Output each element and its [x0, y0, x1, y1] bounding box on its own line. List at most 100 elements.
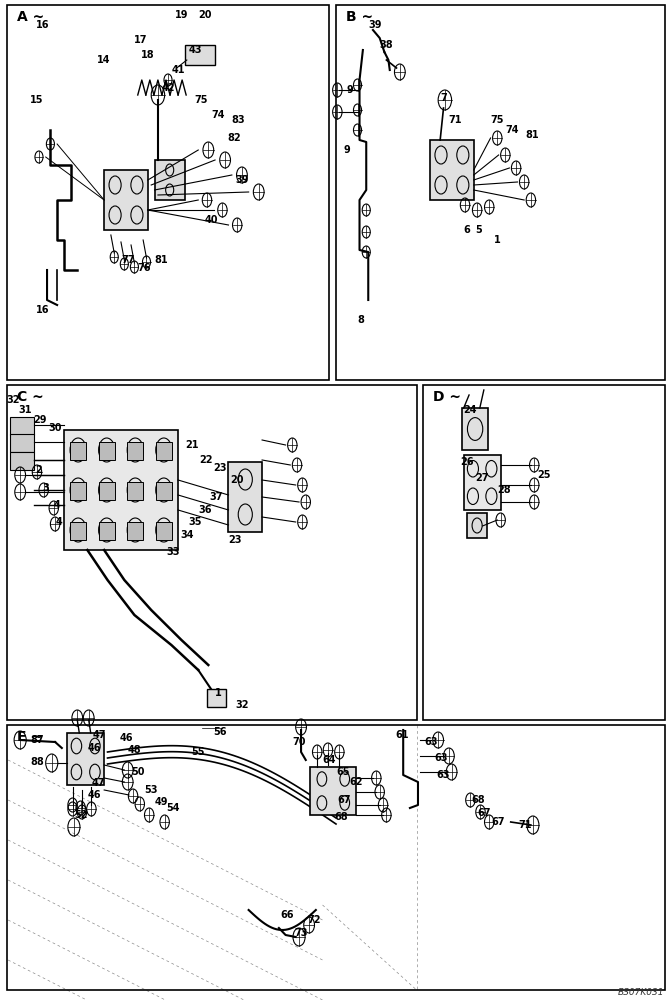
Text: 43: 43	[188, 45, 202, 55]
Bar	[70, 482, 86, 500]
Text: 71: 71	[449, 115, 462, 125]
Text: 1: 1	[494, 235, 501, 245]
Text: 68: 68	[335, 812, 348, 822]
Text: 18: 18	[141, 50, 155, 60]
Text: C ~: C ~	[17, 390, 44, 404]
Text: 61: 61	[395, 730, 409, 740]
Text: 67: 67	[337, 795, 351, 805]
Text: 74: 74	[505, 125, 519, 135]
Text: 21: 21	[185, 440, 198, 450]
Text: 63: 63	[435, 753, 448, 763]
Bar	[336, 5, 665, 380]
Text: 87: 87	[30, 735, 44, 745]
Text: 66: 66	[281, 910, 294, 920]
Text: 5: 5	[475, 225, 482, 235]
Text: 23: 23	[213, 463, 226, 473]
Text: 4: 4	[56, 517, 62, 527]
Bar	[127, 522, 143, 540]
Text: 37: 37	[210, 492, 223, 502]
Text: 16: 16	[36, 305, 49, 315]
Text: 62: 62	[349, 777, 363, 787]
Text: 23: 23	[228, 535, 242, 545]
Text: 50: 50	[131, 767, 144, 777]
Bar	[156, 522, 172, 540]
Bar	[70, 442, 86, 460]
Bar	[7, 725, 665, 990]
Bar	[64, 430, 178, 550]
Bar	[127, 442, 143, 460]
Bar	[7, 385, 417, 720]
Text: 25: 25	[538, 470, 551, 480]
Bar	[104, 170, 148, 230]
Bar	[464, 455, 501, 510]
Text: 56: 56	[214, 727, 227, 737]
Text: 55: 55	[192, 747, 205, 757]
Text: 46: 46	[87, 790, 101, 800]
Bar	[228, 462, 262, 532]
Text: 42: 42	[161, 83, 175, 93]
Text: 28: 28	[497, 485, 511, 495]
Text: 82: 82	[227, 133, 241, 143]
Text: 17: 17	[134, 35, 148, 45]
Bar	[10, 417, 34, 435]
Text: 46: 46	[87, 743, 101, 753]
Text: 3: 3	[42, 483, 49, 493]
Bar	[67, 733, 104, 785]
Text: D ~: D ~	[433, 390, 462, 404]
Bar	[10, 452, 34, 470]
Bar	[310, 767, 356, 815]
Bar	[70, 522, 86, 540]
Text: 81: 81	[526, 130, 539, 140]
Bar	[423, 385, 665, 720]
Text: 8: 8	[358, 315, 364, 325]
Text: 36: 36	[198, 505, 212, 515]
Text: 16: 16	[36, 20, 49, 30]
Text: 9: 9	[346, 85, 353, 95]
Text: 29: 29	[34, 415, 47, 425]
Text: 88: 88	[30, 757, 44, 767]
Text: 76: 76	[138, 263, 151, 273]
Text: 15: 15	[30, 95, 44, 105]
Text: 26: 26	[460, 457, 474, 467]
Text: 65: 65	[336, 767, 349, 777]
Text: B ~: B ~	[346, 10, 373, 24]
Text: 74: 74	[212, 110, 225, 120]
Bar	[99, 482, 115, 500]
Bar	[99, 442, 115, 460]
Bar	[99, 522, 115, 540]
Text: 39: 39	[368, 20, 382, 30]
Bar	[156, 482, 172, 500]
Text: 27: 27	[476, 473, 489, 483]
Text: 6: 6	[464, 225, 470, 235]
Bar	[156, 442, 172, 460]
Bar	[185, 45, 215, 65]
Text: 39: 39	[235, 175, 249, 185]
Text: 35: 35	[188, 517, 202, 527]
Text: 52: 52	[74, 810, 87, 820]
Bar	[10, 434, 34, 452]
Text: 72: 72	[308, 915, 321, 925]
Text: 71: 71	[519, 820, 532, 830]
Text: 22: 22	[200, 455, 213, 465]
Text: 34: 34	[180, 530, 194, 540]
Text: 14: 14	[97, 55, 111, 65]
Text: 63: 63	[425, 737, 438, 747]
Text: 40: 40	[205, 215, 218, 225]
Bar	[462, 408, 488, 450]
Bar	[207, 689, 226, 707]
Text: 4: 4	[54, 500, 60, 510]
Text: 33: 33	[167, 547, 180, 557]
Text: 20: 20	[198, 10, 212, 20]
Text: 70: 70	[292, 737, 306, 747]
Bar	[467, 513, 487, 538]
Text: 46: 46	[120, 733, 133, 743]
Text: 24: 24	[464, 405, 477, 415]
Text: 47: 47	[92, 778, 106, 788]
Text: 54: 54	[167, 803, 180, 813]
Bar	[7, 5, 329, 380]
Text: 32: 32	[235, 700, 249, 710]
Text: 75: 75	[195, 95, 208, 105]
Text: E ~: E ~	[17, 730, 43, 744]
Text: 38: 38	[380, 40, 393, 50]
Text: 48: 48	[128, 745, 141, 755]
